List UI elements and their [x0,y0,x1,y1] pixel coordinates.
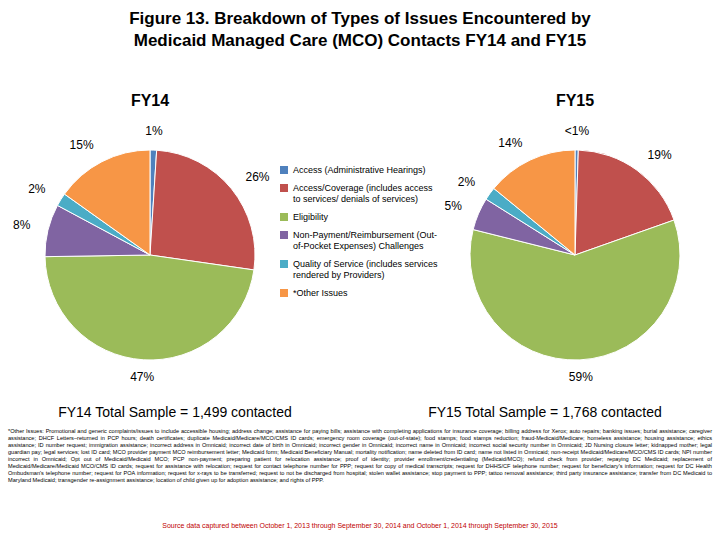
legend-item: Quality of Service (includes services re… [280,259,442,281]
page: {"chart_data": {"type": "pie", "title": … [0,0,720,540]
legend: Access (Administrative Hearings) Access/C… [280,165,442,306]
legend-item: Access (Administrative Hearings) [280,165,442,176]
chart-title: Figure 13. Breakdown of Types of Issues … [125,8,595,52]
data-label: 2% [458,175,476,189]
legend-swatch [280,213,288,221]
legend-label: Non-Payment/Reimbursement (Out-of-Pocket… [293,230,442,252]
footnote: *Other Issues: Promotional and generic c… [8,428,712,484]
data-label: 47% [130,370,154,384]
pie-slice [150,150,255,270]
data-label: 26% [245,170,269,184]
annotation: FY14 Total Sample = 1,499 contacted [25,404,325,420]
pie [45,150,255,360]
legend-item: Access/Coverage (includes access to serv… [280,183,442,205]
legend-label: Quality of Service (includes services re… [293,259,442,281]
legend-swatch [280,166,288,174]
data-label: 5% [444,199,462,213]
pie-slice [494,150,575,255]
data-label: <1% [565,124,590,138]
pie-slice [64,150,150,255]
pie-title: FY15 [556,92,594,109]
legend-item: *Other Issues [280,288,442,299]
legend-swatch [280,184,288,192]
legend-swatch [280,260,288,268]
data-label: 19% [648,148,672,162]
data-label: 8% [13,218,31,232]
legend-label: Access (Administrative Hearings) [293,165,426,176]
pie [470,150,680,360]
legend-swatch [280,289,288,297]
legend-label: *Other Issues [293,288,348,299]
legend-swatch [280,231,288,239]
pie-slice [45,255,254,360]
legend-label: Eligibility [293,212,328,223]
annotation: FY15 Total Sample = 1,768 contacted [395,404,695,420]
data-label: 2% [28,182,46,196]
pie-title: FY14 [131,92,169,109]
data-label: 59% [569,370,593,384]
source: Source data captured between October 1, … [0,522,720,529]
data-label: 1% [145,124,163,138]
legend-item: Eligibility [280,212,442,223]
data-label: 15% [70,138,94,152]
data-label: 14% [498,136,522,150]
legend-label: Access/Coverage (includes access to serv… [293,183,442,205]
legend-item: Non-Payment/Reimbursement (Out-of-Pocket… [280,230,442,252]
